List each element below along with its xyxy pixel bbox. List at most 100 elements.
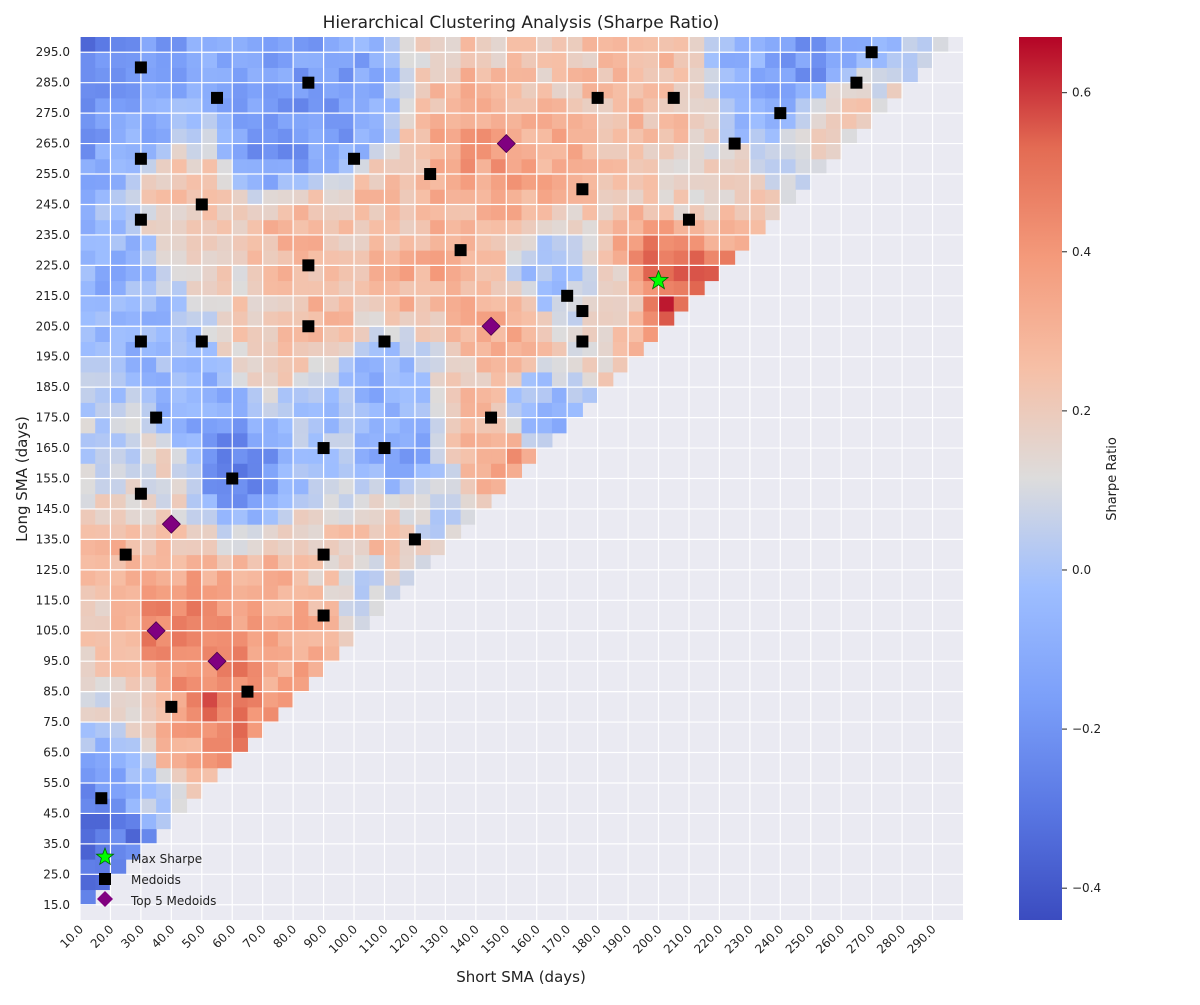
heatmap-cell <box>293 341 309 358</box>
heatmap-cell <box>825 67 842 84</box>
heatmap-cell <box>597 295 614 312</box>
heatmap-cell <box>491 280 507 297</box>
heatmap-cell <box>658 234 675 251</box>
heatmap-cell <box>445 295 462 312</box>
x-axis-label: Short SMA (days) <box>456 968 586 986</box>
heatmap-cell <box>369 234 385 251</box>
heatmap-cell <box>262 234 279 251</box>
heatmap-cell <box>597 311 614 327</box>
heatmap-cell <box>232 326 248 342</box>
heatmap-cell <box>80 813 96 830</box>
heatmap-cell <box>80 174 96 190</box>
heatmap-cell <box>414 280 431 297</box>
heatmap-cell <box>734 158 751 175</box>
heatmap-cell <box>369 189 385 205</box>
heatmap-cell <box>186 645 203 662</box>
medoid-marker <box>302 320 315 333</box>
heatmap-cell <box>186 432 203 449</box>
heatmap-cell <box>262 158 279 175</box>
heatmap-cell <box>414 371 431 388</box>
medoid-marker <box>865 46 878 59</box>
heatmap-cell <box>536 326 553 342</box>
heatmap-cell <box>597 219 614 236</box>
heatmap-cell <box>795 158 812 175</box>
heatmap-cell <box>323 189 340 205</box>
heatmap-cell <box>734 219 751 236</box>
heatmap-cell <box>323 417 340 434</box>
heatmap-cell <box>201 524 218 540</box>
heatmap-cell <box>445 265 462 282</box>
heatmap-cell <box>688 265 705 282</box>
heatmap-cell <box>156 52 172 68</box>
heatmap-cell <box>95 174 111 190</box>
heatmap-cell <box>612 234 629 251</box>
heatmap-cell <box>765 67 781 84</box>
y-tick-label: 165.0 <box>36 441 70 455</box>
heatmap-cell <box>277 97 294 114</box>
heatmap-cell <box>80 402 96 419</box>
heatmap-cell <box>460 311 477 327</box>
heatmap-cell <box>597 67 614 84</box>
heatmap-cell <box>110 295 127 312</box>
heatmap-cell <box>125 448 142 464</box>
heatmap-cell <box>140 737 157 754</box>
heatmap-cell <box>521 280 538 297</box>
heatmap-cell <box>430 326 446 342</box>
heatmap-cell <box>171 600 188 617</box>
heatmap-cell <box>399 295 416 312</box>
heatmap-cell <box>551 37 568 53</box>
heatmap-cell <box>369 356 385 373</box>
heatmap-cell <box>186 585 203 601</box>
heatmap-cell <box>795 37 812 53</box>
heatmap-cell <box>217 448 233 464</box>
heatmap-cell <box>262 295 279 312</box>
heatmap-cell <box>262 52 279 68</box>
heatmap-cell <box>369 539 385 556</box>
heatmap-cell <box>262 691 279 708</box>
legend-label-top5: Top 5 Medoids <box>130 894 216 908</box>
heatmap-cell <box>354 189 370 205</box>
heatmap-cell <box>232 189 248 205</box>
heatmap-cell <box>582 52 599 68</box>
heatmap-cell <box>628 82 644 99</box>
heatmap-cell <box>308 508 325 525</box>
heatmap-cell <box>338 600 355 617</box>
heatmap-cell <box>308 661 325 677</box>
heatmap-cell <box>262 402 279 419</box>
heatmap-cell <box>293 158 309 175</box>
heatmap-cell <box>902 37 918 53</box>
heatmap-cell <box>125 585 142 601</box>
heatmap-cell <box>201 356 218 373</box>
heatmap-cell <box>156 767 172 784</box>
heatmap-cell <box>445 387 462 403</box>
heatmap-cell <box>156 782 172 799</box>
heatmap-cell <box>110 798 127 814</box>
heatmap-cell <box>643 97 660 114</box>
heatmap-cell <box>125 402 142 419</box>
heatmap-cell <box>551 158 568 175</box>
heatmap-cell <box>521 204 538 221</box>
heatmap-cell <box>80 448 96 464</box>
y-tick-label: 205.0 <box>36 319 70 333</box>
heatmap-cell <box>80 524 96 540</box>
heatmap-cell <box>186 691 203 708</box>
heatmap-cell <box>354 371 370 388</box>
heatmap-cell <box>308 402 325 419</box>
heatmap-cell <box>171 782 188 799</box>
heatmap-cell <box>125 828 142 845</box>
y-tick-label: 95.0 <box>43 654 70 668</box>
heatmap-cell <box>277 463 294 479</box>
heatmap-cell <box>125 767 142 784</box>
medoid-marker <box>682 213 695 226</box>
heatmap-cell <box>704 174 720 190</box>
heatmap-cell <box>658 311 675 327</box>
colorbar-tick-label: −0.4 <box>1072 881 1101 895</box>
heatmap-cell <box>825 128 842 145</box>
heatmap-cell <box>95 478 111 495</box>
x-tick-label: 270.0 <box>844 922 878 956</box>
heatmap-cell <box>308 158 325 175</box>
heatmap-cell <box>688 67 705 84</box>
heatmap-cell <box>369 554 385 571</box>
heatmap-cell <box>628 189 644 205</box>
heatmap-cell <box>186 600 203 617</box>
